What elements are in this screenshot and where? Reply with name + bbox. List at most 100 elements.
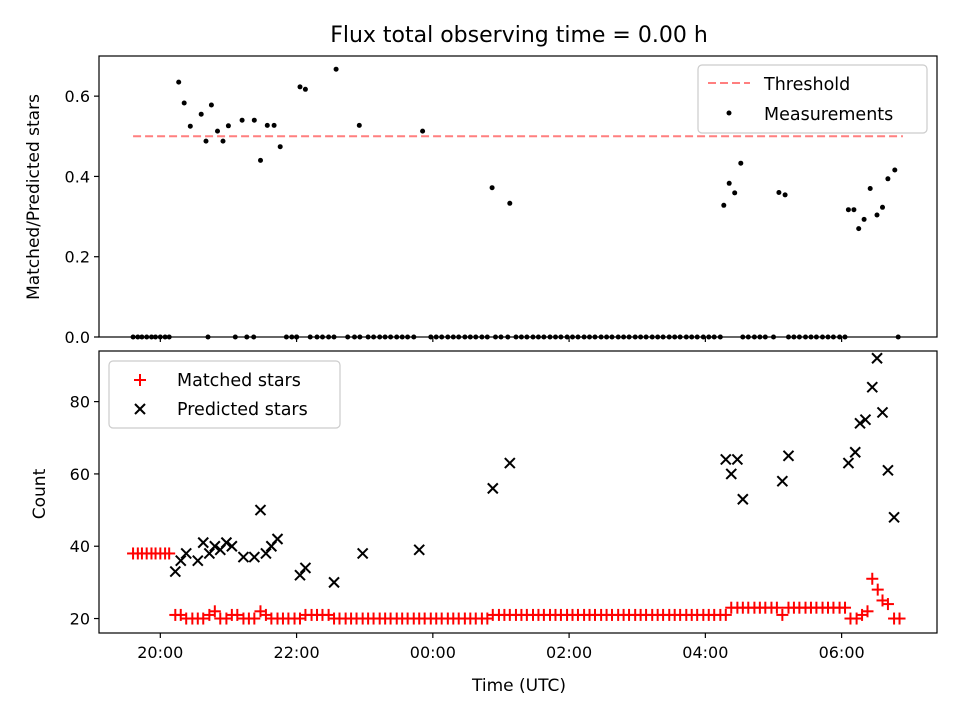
predicted-star-point (180, 547, 192, 560)
predicted-star-point (175, 554, 187, 567)
predicted-star-point (254, 504, 267, 516)
measurement-point (726, 180, 732, 186)
predicted-star-point (237, 551, 250, 563)
ratio-x-ticks (159, 337, 843, 342)
ratio-y-tick-label: 0.0 (65, 328, 90, 347)
predicted-star-point (209, 540, 221, 552)
matched-star-point (839, 601, 852, 614)
matched-star-point (208, 605, 221, 618)
ratio-y-ticks: 0.0 0.2 0.4 0.6 (65, 87, 99, 347)
count-y-tick-label: 60 (70, 465, 90, 484)
count-y-tick-label: 20 (70, 610, 90, 629)
measurement-point (356, 122, 362, 128)
ratio-legend: Threshold Measurements (697, 64, 928, 134)
predicted-star-point (487, 482, 499, 495)
matched-star-point (881, 598, 894, 611)
count-y-tick-label: 80 (70, 393, 90, 412)
predicted-star-point (220, 536, 233, 549)
predicted-star-point (169, 565, 182, 578)
measurements-legend-label: Measurements (764, 105, 893, 125)
predicted-star-point (328, 576, 340, 589)
chart-title: Flux total observing time = 0.00 h (330, 23, 708, 48)
measurement-point (302, 86, 308, 92)
predicted-star-point (842, 457, 855, 469)
predicted-star-point (203, 547, 216, 560)
matched-star-point (776, 608, 789, 621)
matched-star-point (861, 605, 874, 618)
predicted-star-point (413, 544, 425, 556)
predicted-star-point (849, 446, 861, 458)
measurement-point (856, 226, 862, 232)
x-axis-label: Time (UTC) (471, 676, 566, 696)
predicted-legend-label: Predicted stars (177, 400, 308, 420)
predicted-star-point (226, 540, 238, 552)
predicted-star-point (197, 536, 209, 549)
matched-star-point (866, 572, 879, 585)
matched-legend-marker (134, 374, 146, 386)
x-tick-label: 20:00 (137, 643, 183, 662)
predicted-star-point (294, 569, 306, 581)
matched-star-point (770, 601, 783, 614)
measurement-point (333, 66, 339, 72)
matched-star-point (231, 608, 244, 621)
measurement-point (851, 207, 857, 213)
measurement-point (845, 207, 851, 213)
predicted-star-point (854, 417, 866, 430)
measurement-point (271, 122, 277, 128)
count-x-ticks: 20:00 22:00 00:00 02:00 04:00 06:00 (137, 633, 865, 662)
x-tick-label: 00:00 (410, 643, 456, 662)
ratio-y-axis-label: Matched/Predicted stars (24, 94, 44, 300)
matched-star-point (719, 608, 732, 621)
ratio-y-tick-label: 0.4 (65, 167, 90, 186)
predicted-star-point (504, 457, 516, 469)
count-y-ticks: 20 40 60 80 (70, 393, 99, 629)
matched-star-point (871, 583, 884, 596)
matched-legend-label: Matched stars (177, 371, 301, 391)
measurement-point (198, 111, 204, 117)
predicted-star-point (776, 475, 789, 487)
measurement-point (732, 190, 738, 196)
predicted-star-point (888, 511, 900, 524)
measurement-point (721, 202, 727, 208)
measurement-point (187, 123, 193, 129)
measurement-point (239, 117, 245, 123)
threshold-legend-label: Threshold (763, 75, 850, 95)
predicted-star-point (782, 450, 795, 462)
measurement-point (258, 157, 263, 163)
measurement-point (264, 122, 270, 128)
measurement-point (861, 216, 867, 222)
measurement-point (782, 192, 788, 198)
measurement-point (776, 190, 782, 195)
count-marks (127, 352, 906, 625)
measurement-point (297, 84, 303, 90)
x-tick-label: 04:00 (682, 643, 728, 662)
predicted-star-point (260, 547, 272, 560)
measurement-point (489, 185, 495, 191)
measurement-point (181, 100, 187, 106)
ratio-panel: 0.0 0.2 0.4 0.6 Matched/Predicted stars Thr… (24, 55, 938, 347)
predicted-star-point (725, 468, 737, 480)
count-y-tick-label: 40 (70, 537, 90, 556)
matched-star-point (197, 612, 210, 625)
predicted-star-point (859, 413, 872, 426)
predicted-star-point (882, 464, 894, 477)
measurement-point (176, 79, 182, 85)
predicted-star-point (866, 381, 878, 393)
measurement-point (507, 200, 513, 206)
matched-star-point (248, 612, 261, 625)
predicted-star-point (299, 562, 312, 574)
measurement-point (251, 117, 257, 123)
measurement-point (225, 123, 231, 129)
measurement-point (215, 128, 220, 134)
measurement-point (885, 176, 891, 182)
predicted-star-point (876, 406, 889, 419)
ratio-y-tick-label: 0.2 (65, 248, 90, 267)
x-tick-label: 02:00 (546, 643, 592, 662)
predicted-star-point (871, 352, 883, 364)
measurement-point (203, 138, 209, 144)
predicted-star-point (720, 453, 732, 466)
matched-star-point (163, 547, 176, 560)
predicted-legend-marker (134, 403, 146, 415)
